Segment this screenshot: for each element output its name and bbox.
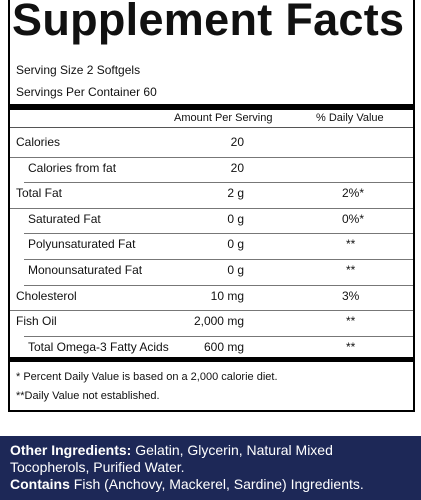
serving-size: Serving Size 2 Softgels [16,63,141,77]
rule [24,233,413,235]
column-header: Amount Per Serving [174,112,273,124]
rule [24,259,413,260]
rule [10,156,413,158]
ingredients-band: Other Ingredients: Gelatin, Glycerin, Na… [0,436,421,500]
daily-value: ** [346,339,356,354]
nutrient-name: Total Omega-3 Fatty Acids [28,339,169,354]
other-text: Gelatin, Glycerin, Natural Mixed Tocophe… [10,442,333,475]
amount: 0 g [227,237,244,252]
daily-value: 0%* [342,211,365,226]
footnote: * Percent Daily Value is based on a 2,00… [16,371,278,383]
other-label: Other Ingredients: [10,442,132,458]
label-border [8,0,415,412]
nutrient-name: Calories from fat [28,160,117,175]
amount: 0 g [227,263,244,277]
servings-per-container: Servings Per Container 60 [16,85,157,99]
nutrient-name: Saturated Fat [28,211,101,226]
amount: 10 mg [210,288,244,303]
footnote: **Daily Value not established. [16,390,160,402]
amount: 600 mg [203,339,244,354]
rule [24,284,413,286]
contains-label: Contains [10,476,70,492]
nutrient-name: Polyunsaturated Fat [28,237,136,252]
nutrient-name: Fish Oil [16,314,57,329]
daily-value: ** [346,263,356,277]
column-header: % Daily Value [316,112,384,124]
amount: 0 g [227,211,244,226]
amount: 20 [230,160,244,175]
rule [10,310,413,312]
amount: 2 g [227,186,244,201]
rule [24,182,413,184]
contains-text: Fish (Anchovy, Mackerel, Sardine) Ingred… [69,476,364,492]
rule [24,335,413,337]
nutrient-name: Monounsaturated Fat [28,263,143,277]
nutrient-name: Calories [16,135,61,149]
daily-value: 3% [342,288,360,303]
daily-value: ** [346,237,356,252]
amount: 2,000 mg [193,314,244,329]
thick-rule [10,104,413,110]
title: Supplement Facts [12,0,405,45]
daily-value: 2%* [342,186,365,201]
amount: 20 [230,135,244,149]
nutrient-name: Total Fat [16,186,63,201]
rule [10,207,413,209]
nutrient-name: Cholesterol [16,288,77,303]
thick-rule [10,357,413,362]
rule [10,127,413,128]
daily-value: ** [346,314,356,329]
